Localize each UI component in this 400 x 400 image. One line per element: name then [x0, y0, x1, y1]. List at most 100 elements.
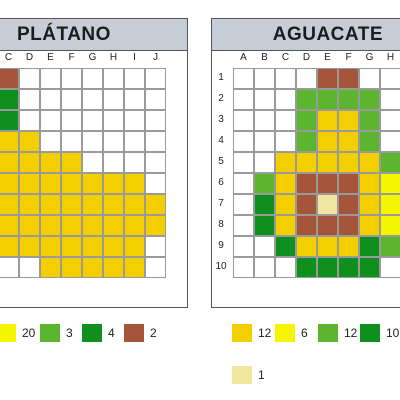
aguacate-col-label: A — [240, 52, 247, 63]
aguacate-grid-cell — [338, 257, 359, 278]
platano-grid-cell — [40, 215, 61, 236]
platano-legend-count: 20 — [22, 326, 36, 340]
platano-grid-cell — [40, 236, 61, 257]
platano-grid-cell — [19, 236, 40, 257]
aguacate-grid-cell — [380, 110, 400, 131]
aguacate-grid-cell — [338, 110, 359, 131]
aguacate-grid-cell — [359, 257, 380, 278]
aguacate-grid-cell — [317, 173, 338, 194]
aguacate-grid-cell — [317, 89, 338, 110]
platano-grid-cell — [103, 257, 124, 278]
platano-grid-cell — [40, 194, 61, 215]
platano-legend-swatch — [124, 324, 144, 342]
aguacate-grid-cell — [380, 257, 400, 278]
aguacate-grid-cell — [359, 110, 380, 131]
aguacate-grid-cell — [275, 131, 296, 152]
platano-grid-cell — [145, 152, 166, 173]
aguacate-grid-cell — [296, 215, 317, 236]
aguacate-row-label: 10 — [215, 261, 227, 272]
platano-grid-cell — [40, 152, 61, 173]
platano-col-label: I — [133, 52, 136, 63]
aguacate-grid-cell — [338, 194, 359, 215]
platano-grid-cell — [103, 110, 124, 131]
platano-grid-cell — [103, 89, 124, 110]
platano-grid-cell — [124, 257, 145, 278]
platano-col-label: F — [68, 52, 75, 63]
platano-grid-cell — [103, 68, 124, 89]
platano-grid-cell — [0, 194, 19, 215]
platano-col-label: C — [4, 52, 13, 63]
platano-col-label: D — [25, 52, 34, 63]
aguacate-grid-cell — [317, 194, 338, 215]
aguacate-legend-swatch — [360, 324, 380, 342]
platano-legend-count: 4 — [108, 326, 115, 340]
platano-grid-cell — [0, 68, 19, 89]
platano-grid-cell — [124, 173, 145, 194]
aguacate-grid-cell — [275, 110, 296, 131]
aguacate-col-label: H — [386, 52, 395, 63]
aguacate-grid-cell — [275, 236, 296, 257]
platano-grid-cell — [82, 173, 103, 194]
aguacate-grid-cell — [359, 173, 380, 194]
aguacate-row-label: 4 — [218, 135, 224, 146]
platano-grid-cell — [82, 131, 103, 152]
aguacate-grid-cell — [380, 194, 400, 215]
platano-grid-cell — [145, 68, 166, 89]
aguacate-grid-cell — [380, 173, 400, 194]
platano-grid-cell — [61, 173, 82, 194]
aguacate-grid-cell — [359, 236, 380, 257]
aguacate-grid-cell — [233, 236, 254, 257]
aguacate-grid-cell — [254, 215, 275, 236]
aguacate-col-label: G — [365, 52, 374, 63]
aguacate-row-label: 1 — [218, 72, 224, 83]
aguacate-col-label: B — [261, 52, 268, 63]
platano-legend-swatch — [0, 324, 16, 342]
platano-grid-cell — [124, 236, 145, 257]
aguacate-grid-cell — [359, 68, 380, 89]
platano-grid-cell — [103, 173, 124, 194]
platano-grid-cell — [40, 110, 61, 131]
platano-grid-cell — [145, 194, 166, 215]
aguacate-grid-cell — [359, 215, 380, 236]
aguacate-grid-cell — [233, 215, 254, 236]
aguacate-grid-cell — [317, 68, 338, 89]
aguacate-grid-cell — [296, 257, 317, 278]
aguacate-grid-cell — [296, 110, 317, 131]
aguacate-grid-cell — [275, 194, 296, 215]
platano-grid-cell — [0, 236, 19, 257]
platano-grid-cell — [82, 110, 103, 131]
platano-grid-cell — [145, 110, 166, 131]
platano-grid-cell — [19, 215, 40, 236]
aguacate-grid-cell — [275, 152, 296, 173]
aguacate-grid-cell — [296, 68, 317, 89]
aguacate-grid-cell — [380, 68, 400, 89]
platano-grid-cell — [103, 152, 124, 173]
platano-grid-cell — [19, 110, 40, 131]
platano-grid-cell — [61, 236, 82, 257]
platano-panel: C D E F G H I J PLÁTANO — [0, 18, 188, 308]
aguacate-legend-count: 1 — [258, 368, 265, 382]
aguacate-row-label: 9 — [218, 240, 224, 251]
aguacate-row-label: 7 — [218, 198, 224, 209]
aguacate-grid-cell — [338, 215, 359, 236]
platano-grid-cell — [124, 152, 145, 173]
aguacate-grid-cell — [296, 131, 317, 152]
aguacate-panel: A B C D E F G H 1 2 3 4 5 6 7 8 9 10 AGUACATE — [211, 18, 400, 308]
aguacate-grid-cell — [317, 131, 338, 152]
aguacate-grid-cell — [380, 131, 400, 152]
aguacate-grid-cell — [338, 131, 359, 152]
platano-grid-cell — [103, 131, 124, 152]
platano-grid-cell — [0, 89, 19, 110]
platano-grid-cell — [61, 215, 82, 236]
aguacate-grid-cell — [254, 236, 275, 257]
aguacate-grid-cell — [338, 152, 359, 173]
platano-grid-cell — [19, 131, 40, 152]
platano-col-label: H — [109, 52, 118, 63]
aguacate-legend-swatch — [318, 324, 338, 342]
aguacate-grid-cell — [275, 257, 296, 278]
platano-grid-cell — [103, 194, 124, 215]
platano-grid-cell — [82, 236, 103, 257]
platano-grid-cell — [82, 89, 103, 110]
platano-grid: C D E F G H I J — [0, 19, 187, 307]
aguacate-grid-cell — [275, 68, 296, 89]
